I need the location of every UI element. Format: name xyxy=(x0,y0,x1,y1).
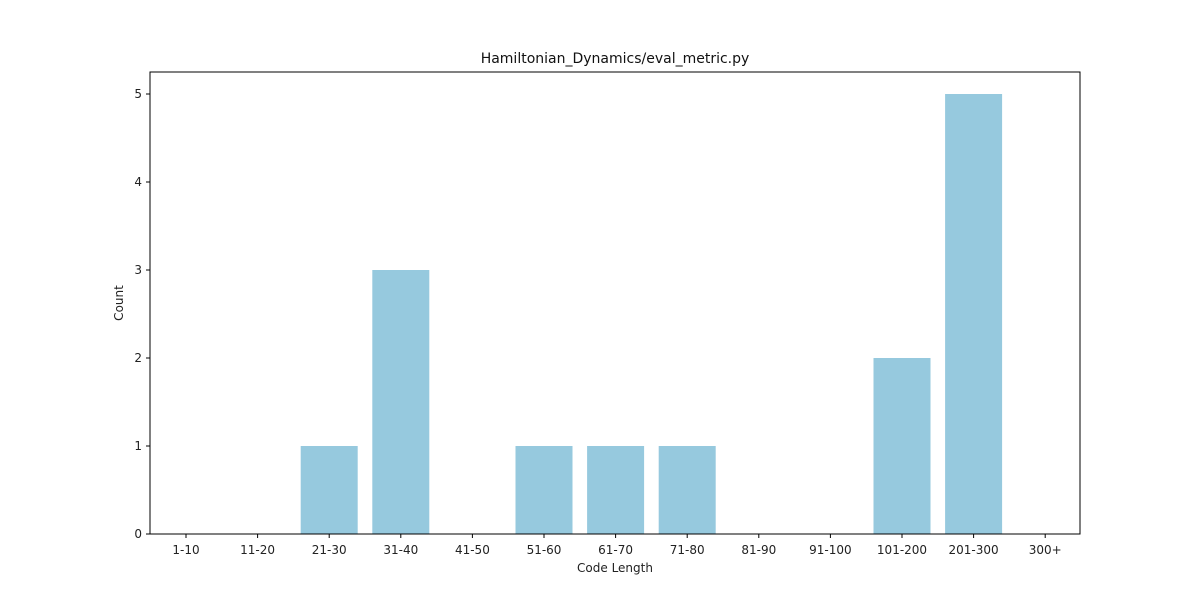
x-tick-label: 300+ xyxy=(1029,543,1062,557)
x-axis-label: Code Length xyxy=(577,561,653,575)
y-axis-label: Count xyxy=(112,285,126,321)
bar-101-200 xyxy=(873,358,931,534)
x-tick-label: 21-30 xyxy=(312,543,347,557)
bars-group xyxy=(300,94,1003,534)
x-tick-label: 1-10 xyxy=(172,543,199,557)
x-tick-label: 201-300 xyxy=(949,543,999,557)
y-axis: 0 1 2 3 4 5 xyxy=(134,87,150,541)
y-tick-label: 2 xyxy=(134,351,142,365)
x-axis: 1-10 11-20 21-30 31-40 41-50 51-60 61-70 71-80 8… xyxy=(172,534,1062,557)
bar-201-300 xyxy=(945,94,1003,534)
plot-area-frame xyxy=(149,71,1081,535)
bar-71-80 xyxy=(658,446,716,534)
x-tick-label: 31-40 xyxy=(383,543,418,557)
x-tick-label: 101-200 xyxy=(877,543,927,557)
x-tick-label: 71-80 xyxy=(670,543,705,557)
y-tick-label: 3 xyxy=(134,263,142,277)
y-tick-label: 5 xyxy=(134,87,142,101)
bar-61-70 xyxy=(587,446,645,534)
y-tick-label: 0 xyxy=(134,527,142,541)
bar-51-60 xyxy=(515,446,573,534)
x-tick-label: 91-100 xyxy=(809,543,852,557)
x-tick-label: 81-90 xyxy=(741,543,776,557)
x-tick-label: 41-50 xyxy=(455,543,490,557)
bar-31-40 xyxy=(372,270,430,534)
y-tick-label: 4 xyxy=(134,175,142,189)
chart-title: Hamiltonian_Dynamics/eval_metric.py xyxy=(481,51,750,67)
y-tick-label: 1 xyxy=(134,439,142,453)
x-tick-label: 51-60 xyxy=(527,543,562,557)
x-tick-label: 61-70 xyxy=(598,543,633,557)
bar-21-30 xyxy=(300,446,358,534)
x-tick-label: 11-20 xyxy=(240,543,275,557)
